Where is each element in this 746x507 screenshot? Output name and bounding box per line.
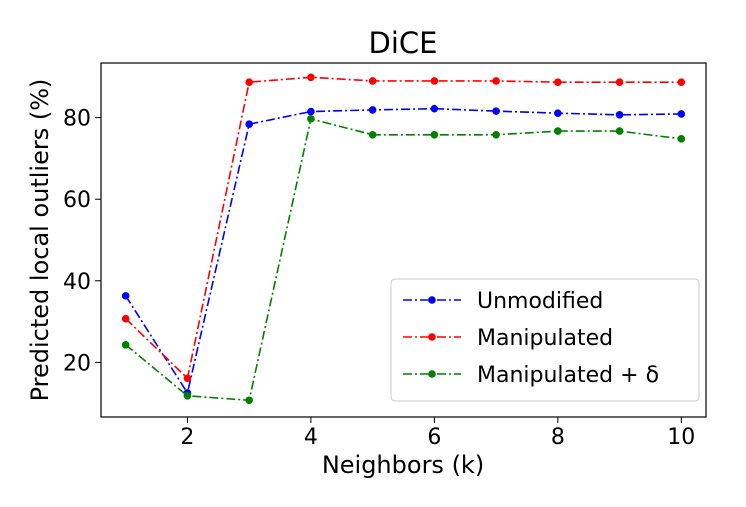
data-point [554, 78, 562, 86]
data-point [430, 77, 439, 85]
data-point [677, 78, 686, 86]
data-point [677, 110, 686, 118]
data-point [430, 104, 439, 113]
y-tick-label: 40 [63, 270, 91, 295]
legend-label: Manipulated [477, 326, 613, 351]
data-point [121, 292, 130, 300]
data-point [245, 396, 253, 405]
data-point [615, 78, 624, 86]
legend-box [390, 278, 700, 402]
data-point [121, 314, 130, 323]
data-point [430, 130, 439, 139]
data-point [677, 135, 686, 143]
x-tick-label: 8 [551, 425, 565, 450]
data-point [368, 106, 377, 114]
x-tick-label: 4 [304, 425, 318, 450]
data-point [554, 109, 562, 117]
data-point [615, 110, 624, 119]
y-tick-label: 80 [63, 107, 91, 132]
axis-ticks: 2 4 6 8 10 20 40 60 80 [63, 107, 695, 450]
data-point [615, 127, 624, 135]
legend-label: Unmodified [477, 289, 603, 314]
legend: Unmodified Manipulated Manipulated + δ [390, 278, 700, 402]
data-point [183, 374, 192, 383]
data-point [245, 120, 253, 128]
x-axis-label: Neighbors (k) [322, 451, 484, 479]
x-tick-label: 10 [667, 425, 695, 450]
legend-marker [428, 370, 436, 378]
data-point [121, 341, 130, 349]
data-point [492, 130, 500, 139]
data-point [245, 78, 253, 86]
series-line-2 [125, 117, 682, 402]
series-lines [121, 73, 686, 405]
legend-marker [428, 333, 436, 341]
data-point [492, 107, 500, 115]
data-point [183, 391, 192, 400]
data-point [368, 130, 377, 139]
series-line-0 [125, 107, 682, 395]
data-point [492, 77, 500, 85]
plot-frame [100, 62, 707, 418]
y-tick-label: 60 [63, 188, 91, 213]
y-axis-label: Predicted local outliers (%) [26, 79, 54, 402]
data-point [307, 107, 315, 116]
x-tick-label: 2 [180, 425, 194, 450]
x-tick-label: 6 [427, 425, 441, 450]
legend-marker [428, 296, 436, 304]
data-point [307, 73, 315, 82]
legend-label: Manipulated + δ [477, 363, 659, 388]
chart-title: DiCE [369, 26, 438, 60]
data-point [554, 127, 562, 135]
data-point [307, 115, 315, 123]
data-point [368, 77, 377, 85]
y-tick-label: 20 [63, 351, 91, 376]
